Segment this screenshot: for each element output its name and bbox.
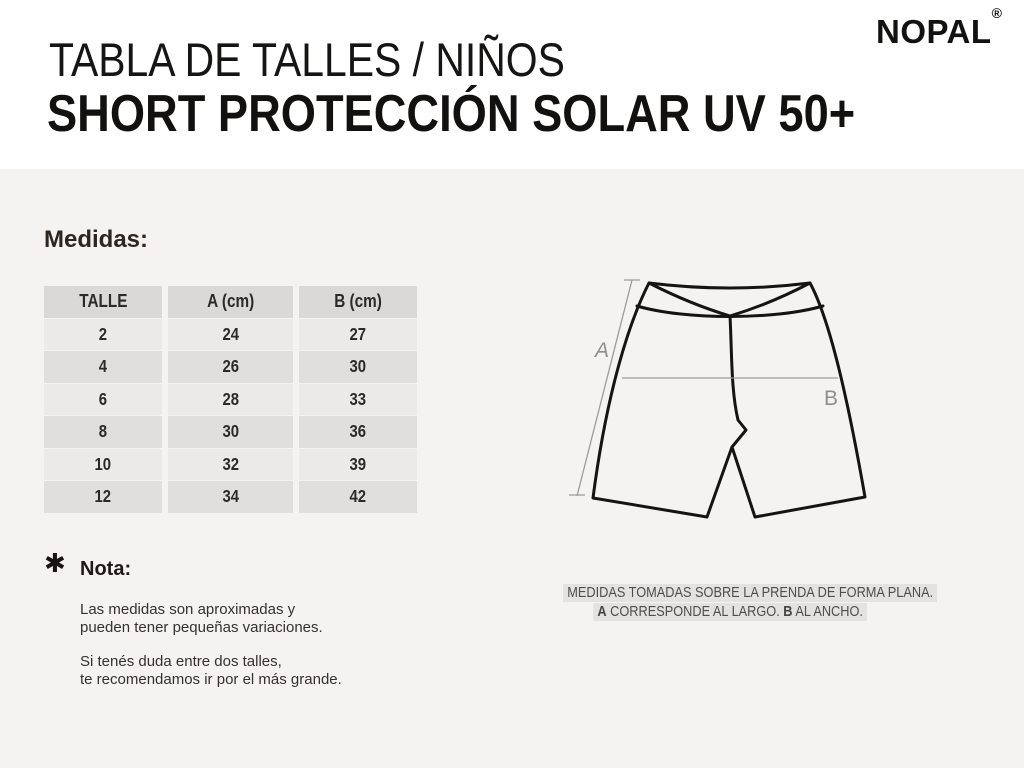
table-cell-b: 39 bbox=[299, 448, 417, 480]
note-paragraph-2: Si tenés duda entre dos talles, te recom… bbox=[80, 653, 342, 688]
page-title-line1: TABLA DE TALLES / NIÑOS bbox=[49, 33, 565, 86]
table-cell-a: 30 bbox=[168, 416, 293, 448]
caption-end-text: AL ANCHO. bbox=[792, 603, 863, 620]
table-cell-a: 34 bbox=[168, 481, 293, 513]
flat-measure-caption: MEDIDAS TOMADAS SOBRE LA PRENDA DE FORMA… bbox=[530, 584, 938, 622]
table-cell-b: 30 bbox=[299, 351, 417, 383]
caption-mid-text: CORRESPONDE AL LARGO. bbox=[606, 603, 784, 620]
note-line: Si tenés duda entre dos talles, bbox=[80, 653, 282, 670]
brand-logo: NOPAL® bbox=[876, 6, 1002, 50]
table-cell-b: 27 bbox=[299, 318, 417, 350]
table-cell-a: 24 bbox=[168, 318, 293, 350]
table-cell-a: 28 bbox=[168, 383, 293, 415]
table-cell-a: 26 bbox=[168, 351, 293, 383]
size-table: TALLE A (cm) B (cm) 2 24 27 4 26 30 6 28… bbox=[44, 286, 417, 513]
measures-heading: Medidas: bbox=[44, 226, 149, 253]
asterisk-icon: ✱ bbox=[44, 549, 66, 579]
note-line: pueden tener pequeñas variaciones. bbox=[80, 618, 323, 636]
measure-label-b: B bbox=[824, 387, 838, 410]
measure-line-a bbox=[569, 279, 640, 497]
masthead: TABLA DE TALLES / NIÑOS SHORT PROTECCIÓN… bbox=[0, 0, 1024, 169]
brand-name: NOPAL bbox=[876, 13, 992, 50]
shorts-outline bbox=[591, 281, 867, 519]
caption-label-a: A bbox=[597, 603, 607, 620]
caption-label-b: B bbox=[783, 603, 793, 620]
note-line: Las medidas son aproximadas y bbox=[80, 601, 296, 618]
note-line: te recomendamos ir por el más grande. bbox=[80, 670, 342, 688]
measure-label-a: A bbox=[593, 339, 609, 362]
table-cell-talle: 4 bbox=[44, 351, 162, 383]
table-cell-b: 42 bbox=[299, 481, 417, 513]
column-header-b-cm: B (cm) bbox=[299, 286, 417, 318]
table-cell-a: 32 bbox=[168, 448, 293, 480]
caption-text-2: A CORRESPONDE AL LARGO. B AL ANCHO. bbox=[593, 603, 867, 621]
column-header-a-cm: A (cm) bbox=[168, 286, 293, 318]
column-header-talle: TALLE bbox=[44, 286, 162, 318]
caption-text-1: MEDIDAS TOMADAS SOBRE LA PRENDA DE FORMA… bbox=[563, 584, 938, 602]
registered-trademark-icon: ® bbox=[991, 5, 1002, 21]
note-heading: Nota: bbox=[80, 558, 132, 580]
caption-line-2: A CORRESPONDE AL LARGO. B AL ANCHO. bbox=[530, 603, 930, 621]
table-cell-b: 36 bbox=[299, 416, 417, 448]
table-cell-talle: 12 bbox=[44, 481, 162, 513]
table-cell-talle: 8 bbox=[44, 416, 162, 448]
caption-line-1: MEDIDAS TOMADAS SOBRE LA PRENDA DE FORMA… bbox=[530, 584, 938, 602]
table-cell-talle: 6 bbox=[44, 383, 162, 415]
table-cell-talle: 10 bbox=[44, 448, 162, 480]
table-cell-talle: 2 bbox=[44, 318, 162, 350]
center-seam bbox=[728, 314, 748, 449]
shorts-diagram: A B bbox=[569, 279, 867, 519]
table-cell-b: 33 bbox=[299, 383, 417, 415]
waistband-v-left bbox=[647, 281, 732, 318]
page-title-line2: SHORT PROTECCIÓN SOLAR UV 50+ bbox=[47, 85, 856, 143]
note-paragraph-1: Las medidas son aproximadas y pueden ten… bbox=[80, 601, 323, 636]
waistband-v-right bbox=[728, 281, 812, 318]
